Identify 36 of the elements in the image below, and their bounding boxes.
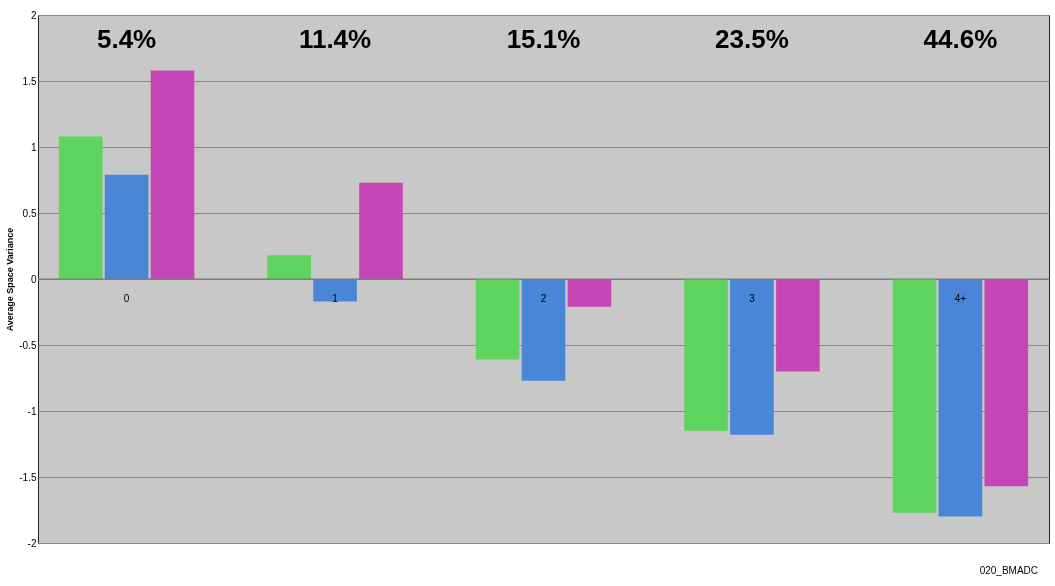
annotation: 15.1% xyxy=(506,24,581,54)
text: 020_BMADC xyxy=(979,565,1038,576)
y-tick-label: 1.5 xyxy=(22,75,37,87)
bar xyxy=(938,279,983,517)
y-tick-label: 2 xyxy=(30,9,37,21)
x-tick-label: 3 xyxy=(749,293,756,304)
y-tick-label: 1 xyxy=(30,141,37,153)
bar xyxy=(267,255,311,279)
y-axis-title: Average Space Variance xyxy=(5,227,16,332)
bar xyxy=(475,279,520,360)
x-tick-label: 0 xyxy=(123,293,130,304)
x-tick-label: 2 xyxy=(540,293,547,304)
bar xyxy=(313,279,357,302)
bar xyxy=(359,182,403,279)
bar xyxy=(567,279,612,307)
y-tick-label: 0.5 xyxy=(22,207,37,219)
bar xyxy=(58,136,103,279)
bar xyxy=(521,279,566,381)
bar xyxy=(104,174,149,279)
annotation: 5.4% xyxy=(96,24,157,54)
annotation: 11.4% xyxy=(298,24,372,54)
y-tick-label: -0.5 xyxy=(19,339,37,351)
y-tick-label: 0 xyxy=(30,273,37,285)
bar xyxy=(984,279,1029,487)
bar xyxy=(776,279,820,372)
x-tick-label: 1 xyxy=(332,293,339,304)
annotation: 23.5% xyxy=(715,24,789,54)
bar xyxy=(684,279,728,431)
bar xyxy=(892,279,937,513)
annotation: 44.6% xyxy=(923,24,998,54)
y-tick-label: -1 xyxy=(27,405,37,417)
y-tick-label: -2 xyxy=(27,537,37,549)
bar xyxy=(150,70,195,279)
bar xyxy=(730,279,774,435)
x-tick-label: 4+ xyxy=(954,293,967,304)
y-tick-label: -1.5 xyxy=(19,471,37,483)
